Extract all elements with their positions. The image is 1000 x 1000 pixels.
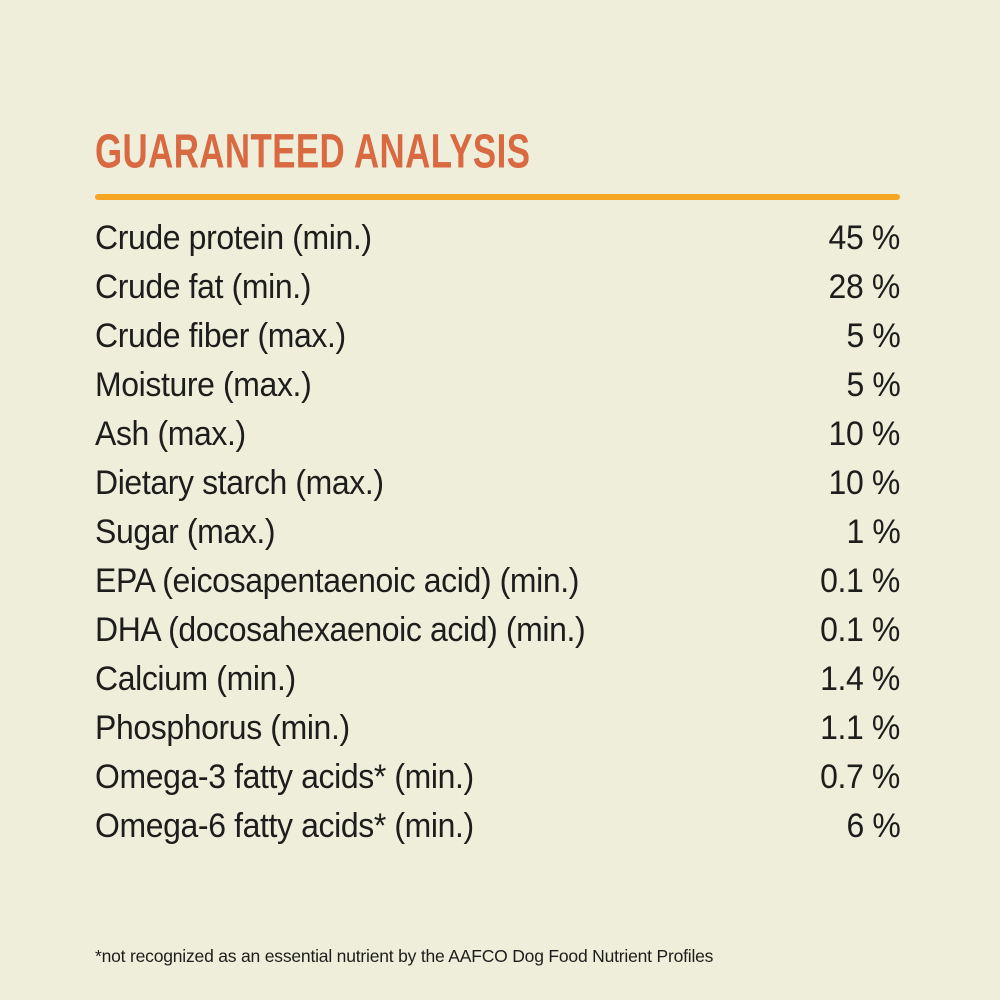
table-row: Crude protein (min.) 45 %	[95, 214, 900, 263]
table-row: Crude fiber (max.) 5 %	[95, 312, 900, 361]
nutrient-value: 0.1 %	[820, 611, 900, 649]
nutrient-value: 45 %	[828, 219, 901, 257]
nutrient-value: 5 %	[846, 366, 900, 404]
nutrient-label: Crude protein (min.)	[95, 219, 372, 257]
nutrient-value: 0.7 %	[820, 758, 900, 796]
table-row: Moisture (max.) 5 %	[95, 361, 900, 410]
nutrient-label: Calcium (min.)	[95, 660, 296, 698]
nutrient-label: DHA (docosahexaenoic acid) (min.)	[95, 611, 586, 649]
analysis-table: Crude protein (min.) 45 % Crude fat (min…	[95, 214, 900, 851]
nutrient-label: EPA (eicosapentaenoic acid) (min.)	[95, 562, 580, 600]
table-row: Dietary starch (max.) 10 %	[95, 459, 900, 508]
title-underline	[95, 194, 900, 200]
nutrient-value: 28 %	[828, 268, 901, 306]
table-row: EPA (eicosapentaenoic acid) (min.) 0.1 %	[95, 557, 900, 606]
table-row: Sugar (max.) 1 %	[95, 508, 900, 557]
nutrient-label: Sugar (max.)	[95, 513, 276, 551]
table-row: DHA (docosahexaenoic acid) (min.) 0.1 %	[95, 606, 900, 655]
nutrient-label: Phosphorus (min.)	[95, 709, 350, 747]
nutrient-label: Crude fiber (max.)	[95, 317, 346, 355]
nutrient-label: Crude fat (min.)	[95, 268, 311, 306]
table-row: Omega-6 fatty acids* (min.) 6 %	[95, 802, 900, 851]
nutrient-label: Dietary starch (max.)	[95, 464, 384, 502]
table-row: Phosphorus (min.) 1.1 %	[95, 704, 900, 753]
nutrient-value: 1.1 %	[820, 709, 900, 747]
nutrient-value: 5 %	[846, 317, 900, 355]
table-row: Crude fat (min.) 28 %	[95, 263, 900, 312]
nutrient-value: 1.4 %	[820, 660, 900, 698]
table-row: Calcium (min.) 1.4 %	[95, 655, 900, 704]
nutrient-value: 10 %	[828, 415, 901, 453]
nutrient-label: Ash (max.)	[95, 415, 246, 453]
nutrient-value: 0.1 %	[820, 562, 900, 600]
nutrient-label: Moisture (max.)	[95, 366, 312, 404]
page-title: GUARANTEED ANALYSIS	[95, 124, 531, 179]
nutrient-value: 6 %	[846, 807, 900, 845]
table-row: Omega-3 fatty acids* (min.) 0.7 %	[95, 753, 900, 802]
nutrient-label: Omega-3 fatty acids* (min.)	[95, 758, 474, 796]
nutrient-label: Omega-6 fatty acids* (min.)	[95, 807, 474, 845]
table-row: Ash (max.) 10 %	[95, 410, 900, 459]
nutrient-value: 1 %	[846, 513, 900, 551]
footnote: *not recognized as an essential nutrient…	[95, 946, 714, 966]
nutrient-value: 10 %	[828, 464, 901, 502]
